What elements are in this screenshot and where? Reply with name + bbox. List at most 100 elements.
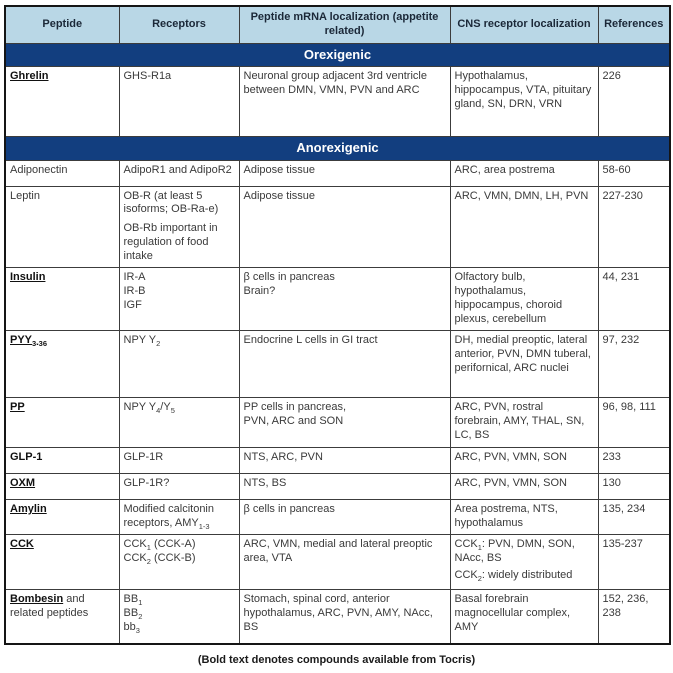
mrna-cell: PP cells in pancreas, PVN, ARC and SON — [238, 397, 451, 449]
table-row-adiponectin: Adiponectin AdipoR1 and AdipoR2 Adipose … — [4, 159, 671, 187]
peptide-cell: Ghrelin — [4, 66, 120, 137]
receptor-line: BB2 — [123, 607, 143, 622]
table-row-ghrelin: Ghrelin GHS-R1a Neuronal group adjacent … — [4, 66, 671, 137]
cell-text: ARC, area postrema — [454, 163, 555, 176]
col-header-references: References — [597, 5, 671, 44]
cell-text: 44, 231 — [602, 271, 640, 284]
peptide-cell: Leptin — [4, 185, 120, 269]
receptors-cell: NPY Y4/Y5 — [118, 397, 240, 449]
cell-text: Olfactory bulb, hypothalamus, hippocampu… — [454, 271, 563, 326]
receptor-line: OB-Rb important in regulation of food in… — [123, 222, 218, 263]
mrna-cell: Adipose tissue — [238, 185, 451, 269]
mrna-line: PP cells in pancreas, — [243, 401, 347, 414]
mrna-cell: NTS, BS — [238, 473, 451, 501]
receptors-cell: Modified calcitonin receptors, AMY1-3 — [118, 499, 240, 536]
peptide-cell: Insulin — [4, 267, 120, 332]
peptide-link-oxm[interactable]: OXM — [10, 477, 36, 490]
receptor-text: NPY Y2 — [123, 334, 161, 349]
cell-text: 135, 234 — [602, 503, 646, 516]
references-cell: 227-230 — [597, 185, 671, 269]
cell-text: Endocrine L cells in GI tract — [243, 334, 378, 347]
receptors-cell: IR-A IR-B IGF — [118, 267, 240, 332]
peptide-link-ghrelin[interactable]: Ghrelin — [10, 70, 49, 82]
peptide-name-suffix: and related peptides — [10, 593, 89, 620]
cell-text: 227-230 — [602, 189, 643, 202]
mrna-cell: Neuronal group adjacent 3rd ventricle be… — [238, 66, 451, 137]
peptide-cell: PYY3-36 — [4, 330, 120, 399]
mrna-cell: Stomach, spinal cord, anterior hypothala… — [238, 589, 451, 645]
cell-text: NTS, BS — [243, 477, 287, 490]
section-row-orexigenic: Orexigenic — [4, 42, 671, 67]
receptor-line: bb3 — [123, 621, 140, 636]
receptor-text: NPY Y4/Y5 — [123, 401, 175, 416]
mrna-cell: Endocrine L cells in GI tract — [238, 330, 451, 399]
mrna-cell: NTS, ARC, PVN — [238, 447, 451, 475]
cell-text: ARC, PVN, VMN, SON — [454, 477, 567, 490]
peptide-name-leptin: Leptin — [10, 189, 40, 202]
receptor-line: CCK1 (CCK-A) — [123, 538, 196, 553]
table-row-oxm: OXM GLP-1R? NTS, BS ARC, PVN, VMN, SON 1… — [4, 473, 671, 501]
table-row-pyy: PYY3-36 NPY Y2 Endocrine L cells in GI t… — [4, 330, 671, 399]
references-cell: 135-237 — [597, 534, 671, 591]
table-row-pp: PP NPY Y4/Y5 PP cells in pancreas, PVN, … — [4, 397, 671, 449]
peptide-link-amylin[interactable]: Amylin — [10, 503, 47, 516]
references-cell: 44, 231 — [597, 267, 671, 332]
references-cell: 96, 98, 111 — [597, 397, 671, 449]
cell-text: ARC, VMN, DMN, LH, PVN — [454, 189, 589, 202]
cns-cell: Area postrema, NTS, hypothalamus — [449, 499, 599, 536]
cell-text: 233 — [602, 451, 621, 464]
table-footnote: (Bold text denotes compounds available f… — [197, 653, 476, 666]
receptors-cell: GLP-1R — [118, 447, 240, 475]
cns-line: CCK2: widely distributed — [454, 569, 573, 584]
peptide-link-insulin[interactable]: Insulin — [10, 271, 46, 284]
cell-text: Area postrema, NTS, hypothalamus — [454, 503, 558, 530]
cns-cell: ARC, PVN, VMN, SON — [449, 447, 599, 475]
receptor-line: IR-B — [123, 285, 146, 298]
col-header-mrna-localization: Peptide mRNA localization (appetite rela… — [238, 5, 451, 44]
references-cell: 97, 232 — [597, 330, 671, 399]
peptide-link-pp[interactable]: PP — [10, 401, 25, 414]
peptide-cell: Adiponectin — [4, 159, 120, 187]
peptide-cell: PP — [4, 397, 120, 449]
table-row-glp1: GLP-1 GLP-1R NTS, ARC, PVN ARC, PVN, VMN… — [4, 447, 671, 475]
col-header-peptide: Peptide — [4, 5, 120, 44]
cns-cell: Basal forebrain magnocellular complex, A… — [449, 589, 599, 645]
cell-text: NTS, ARC, PVN — [243, 451, 323, 464]
receptor-line: BB1 — [123, 593, 143, 608]
receptor-line: IR-A — [123, 271, 146, 284]
section-header-orexigenic: Orexigenic — [4, 42, 671, 67]
peptide-link-bombesin[interactable]: Bombesin — [10, 593, 64, 606]
cns-line: CCK1: PVN, DMN, SON, NAcc, BS — [454, 538, 575, 565]
cell-text: Adipose tissue — [243, 189, 316, 202]
peptide-name-glp1: GLP-1 — [10, 451, 43, 464]
mrna-cell: ARC, VMN, medial and lateral preoptic ar… — [238, 534, 451, 591]
cell-text: GLP-1R? — [123, 477, 170, 490]
table-row-amylin: Amylin Modified calcitonin receptors, AM… — [4, 499, 671, 536]
cell-text: 58-60 — [602, 163, 631, 176]
peptide-receptor-table: Peptide Receptors Peptide mRNA localizat… — [4, 5, 671, 645]
cns-cell: ARC, PVN, VMN, SON — [449, 473, 599, 501]
peptide-cell: OXM — [4, 473, 120, 501]
section-header-anorexigenic: Anorexigenic — [4, 136, 671, 161]
receptors-cell: BB1 BB2 bb3 — [118, 589, 240, 645]
cell-text: Stomach, spinal cord, anterior hypothala… — [243, 593, 433, 634]
peptide-name-adiponectin: Adiponectin — [10, 163, 68, 176]
receptors-cell: AdipoR1 and AdipoR2 — [118, 159, 240, 187]
cns-cell: ARC, VMN, DMN, LH, PVN — [449, 185, 599, 269]
mrna-cell: β cells in pancreas Brain? — [238, 267, 451, 332]
peptide-cell: CCK — [4, 534, 120, 591]
cell-text: 152, 236, 238 — [602, 593, 649, 620]
receptor-text: Modified calcitonin receptors, AMY1-3 — [123, 503, 215, 532]
peptide-cell: Amylin — [4, 499, 120, 536]
cell-text: Adipose tissue — [243, 163, 316, 176]
mrna-line: PVN, ARC and SON — [243, 415, 344, 428]
table-row-bombesin: Bombesin and related peptides BB1 BB2 bb… — [4, 589, 671, 645]
references-cell: 58-60 — [597, 159, 671, 187]
cell-text: DH, medial preoptic, lateral anterior, P… — [454, 334, 591, 375]
references-cell: 152, 236, 238 — [597, 589, 671, 645]
cell-text: 96, 98, 111 — [602, 401, 656, 414]
peptide-link-pyy3-36[interactable]: PYY3-36 — [10, 334, 48, 349]
cell-text: β cells in pancreas — [243, 503, 335, 516]
peptide-link-cck[interactable]: CCK — [10, 538, 34, 551]
cns-cell: DH, medial preoptic, lateral anterior, P… — [449, 330, 599, 399]
